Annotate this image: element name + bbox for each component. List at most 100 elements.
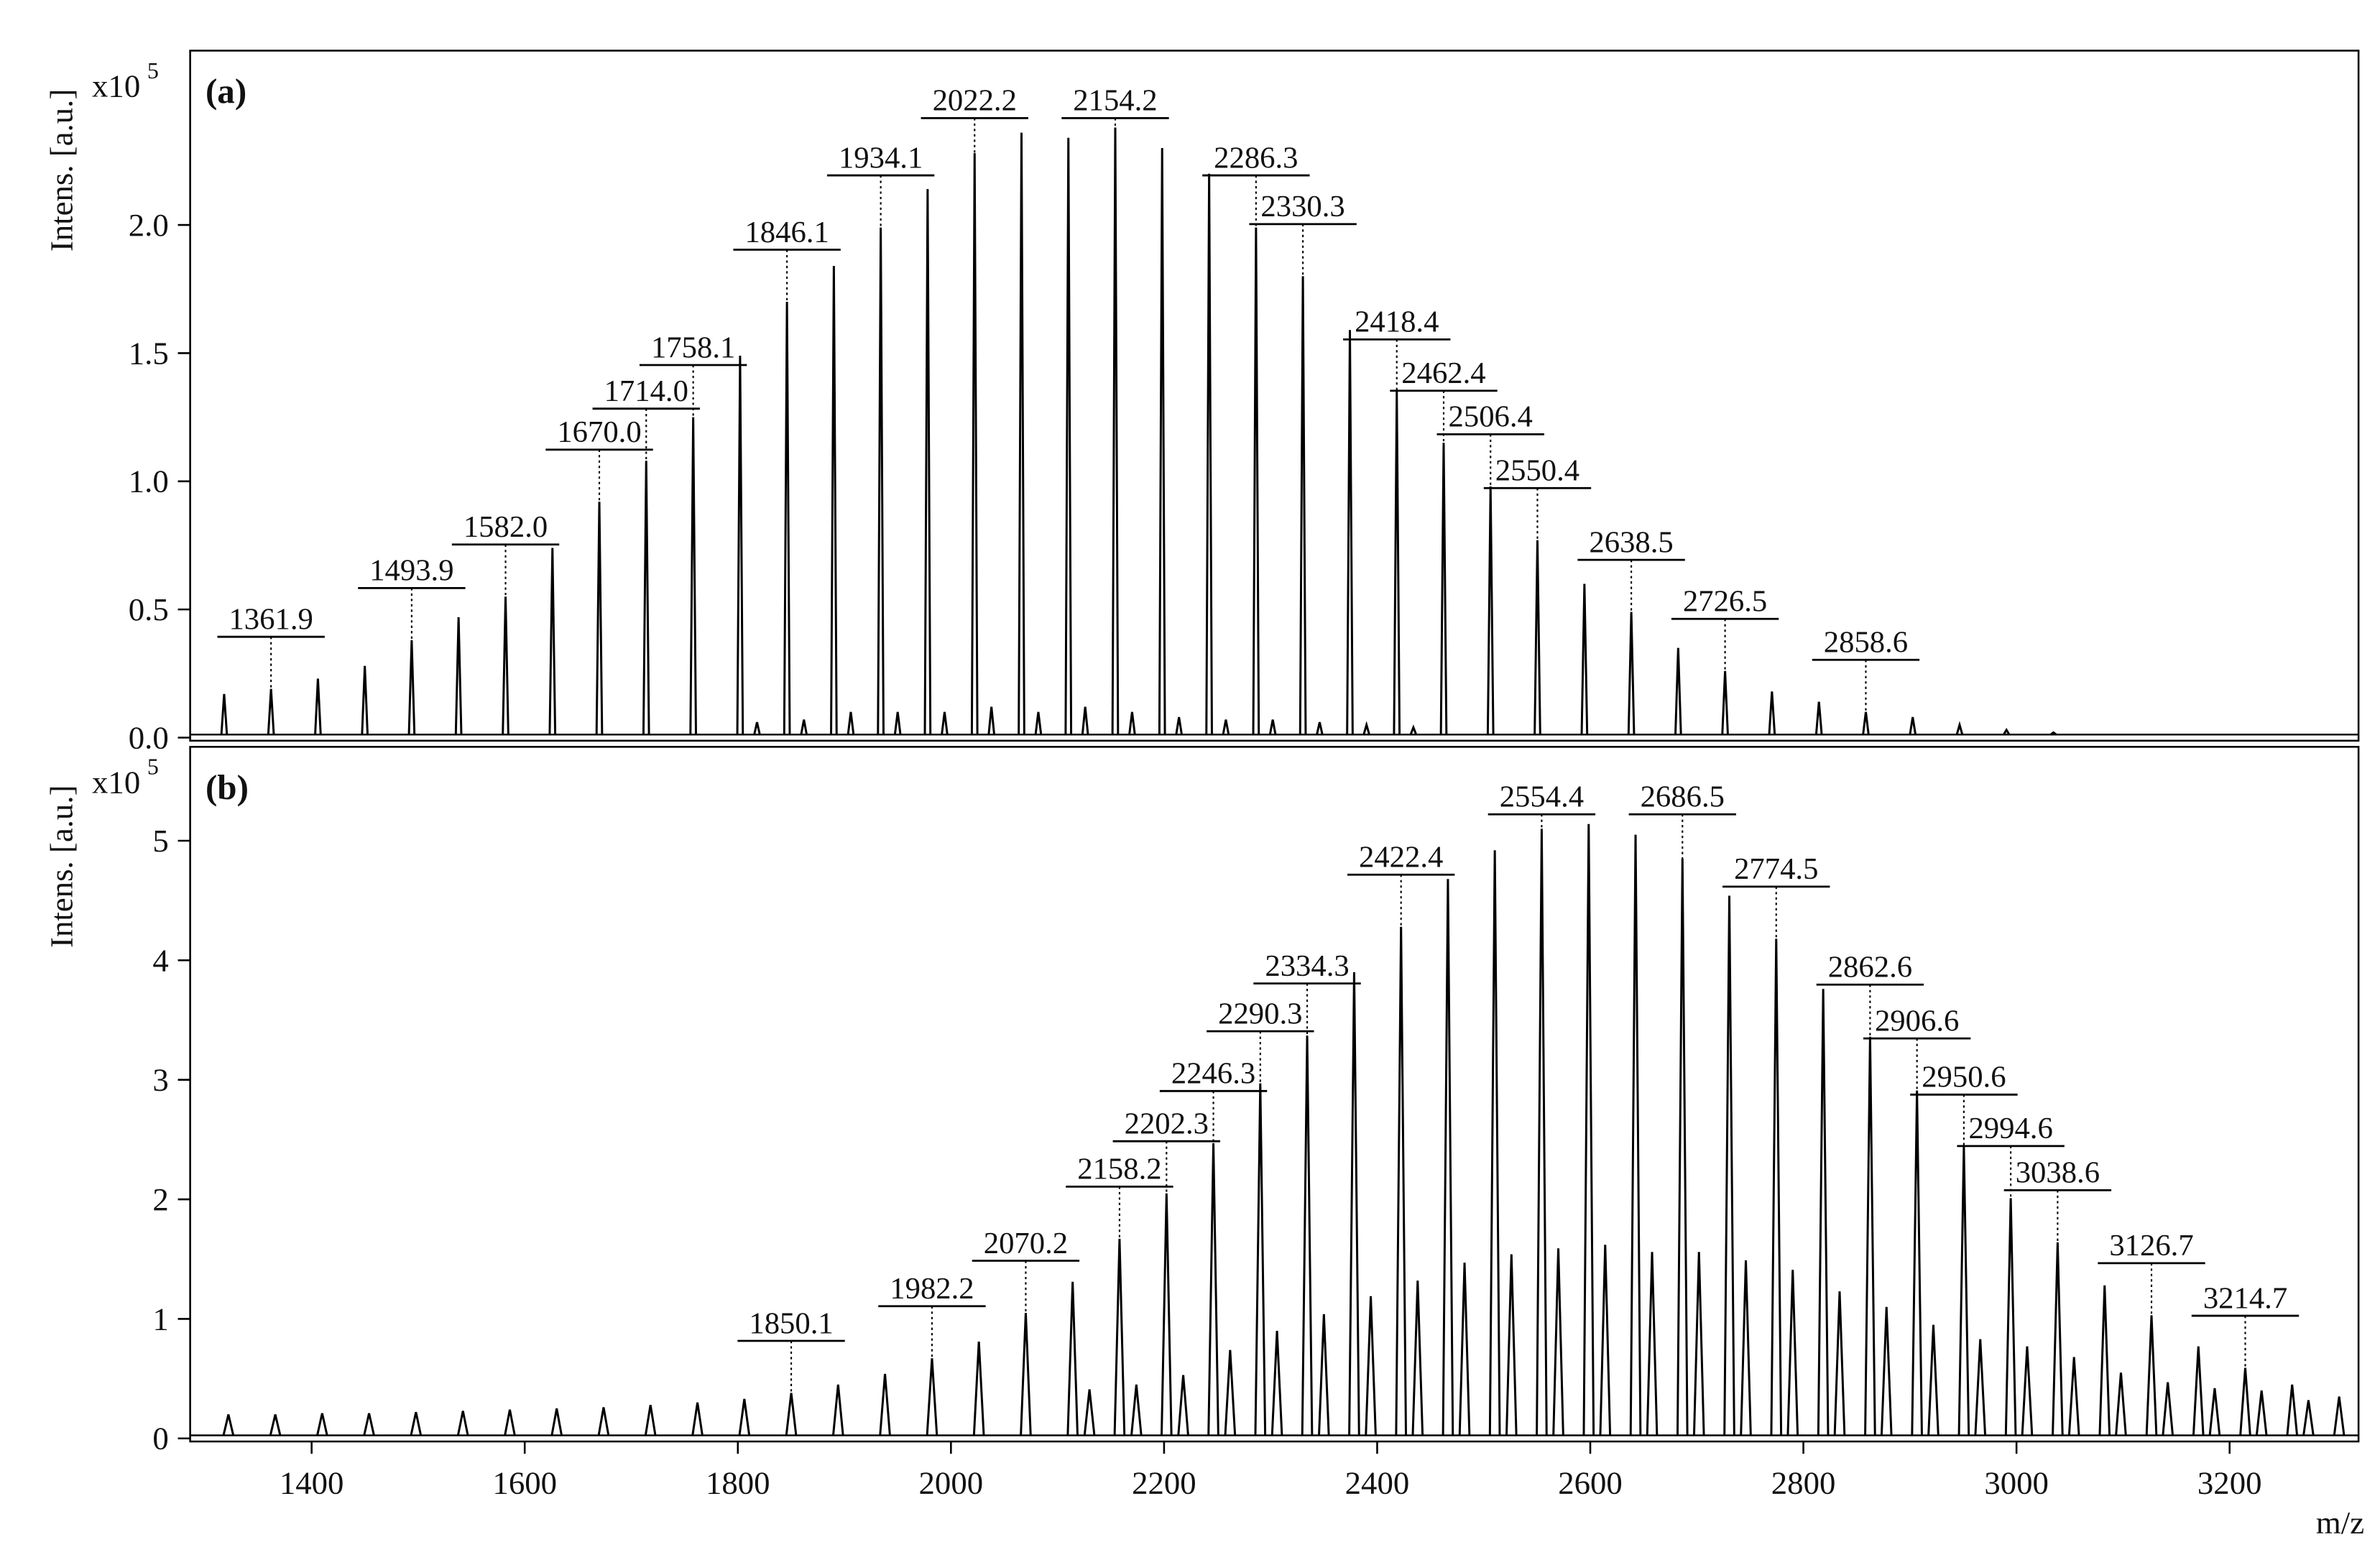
- y-tick-label: 3: [152, 1062, 168, 1098]
- annotation-label: 2994.6: [1968, 1112, 2052, 1145]
- peak: [2052, 1242, 2064, 1436]
- peak: [831, 1384, 844, 1436]
- peak: [1346, 330, 1354, 735]
- y-multiplier: x10: [92, 764, 140, 800]
- panel-label: (a): [206, 71, 246, 111]
- peak: [1786, 1270, 1799, 1436]
- peak: [1395, 926, 1408, 1436]
- peak: [941, 711, 949, 735]
- peak: [1927, 1324, 1939, 1436]
- peak: [1113, 1238, 1126, 1436]
- peak: [1158, 148, 1166, 735]
- peak: [1488, 850, 1501, 1436]
- annotation-label: 2726.5: [1683, 585, 1767, 619]
- annotation-label: 2906.6: [1875, 1004, 1959, 1038]
- x-tick-label: 1600: [492, 1465, 557, 1501]
- peak: [1175, 716, 1183, 735]
- peak: [2302, 1400, 2315, 1436]
- peak: [2192, 1346, 2205, 1436]
- peak: [1020, 1313, 1032, 1436]
- peak: [2145, 1315, 2158, 1436]
- peak: [269, 1414, 282, 1436]
- peak: [548, 548, 557, 735]
- peak: [2115, 1372, 2127, 1436]
- annotation-label: 1850.1: [749, 1306, 833, 1340]
- peak: [1301, 1035, 1314, 1436]
- peak: [1880, 1306, 1893, 1436]
- peak: [1974, 1339, 1987, 1436]
- peak: [1629, 834, 1642, 1436]
- peak: [595, 502, 604, 735]
- annotation-label: 3214.7: [2203, 1281, 2287, 1315]
- annotation-label: 2286.3: [1214, 141, 1298, 175]
- peak: [363, 1413, 375, 1436]
- annotation-label: 3038.6: [2016, 1156, 2100, 1190]
- y-axis-label: Intens. [a.u.]: [43, 89, 79, 252]
- peak: [738, 1398, 751, 1436]
- peak: [267, 688, 275, 735]
- annotation-label: 2462.4: [1401, 356, 1485, 390]
- annotation-label: 1582.0: [463, 510, 548, 544]
- peak: [830, 266, 838, 735]
- peak: [926, 1358, 938, 1436]
- peak: [1083, 1389, 1096, 1436]
- peak: [1533, 540, 1541, 735]
- plot-frame: [189, 746, 2360, 1443]
- peak: [1505, 1254, 1518, 1436]
- peak: [1768, 691, 1776, 735]
- peak: [879, 1373, 891, 1436]
- annotation-label: 2290.3: [1218, 997, 1302, 1030]
- panel-label: (b): [206, 767, 249, 807]
- annotation-label: 1361.9: [229, 603, 313, 637]
- peak: [1862, 711, 1870, 735]
- x-tick-label: 3000: [1984, 1465, 2049, 1501]
- peak: [361, 665, 369, 735]
- peak: [1299, 276, 1307, 735]
- peak: [2021, 1346, 2034, 1436]
- peak: [2067, 1357, 2080, 1436]
- peak: [1442, 879, 1454, 1436]
- annotation-label: 2022.2: [933, 84, 1017, 118]
- peak: [877, 227, 885, 735]
- peak: [923, 189, 932, 735]
- annotation-label: 2246.3: [1171, 1057, 1255, 1091]
- peak: [1552, 1248, 1564, 1436]
- peak: [502, 596, 509, 735]
- y-tick-label: 0.0: [129, 719, 169, 755]
- y-exponent: 5: [147, 57, 159, 83]
- annotation-label: 2686.5: [1641, 780, 1725, 814]
- peak: [1160, 1193, 1173, 1436]
- peak: [753, 721, 761, 735]
- annotation-label: 2506.4: [1449, 400, 1533, 434]
- peak: [1740, 1260, 1752, 1436]
- peak: [550, 1408, 563, 1436]
- annotation-label: 2158.2: [1077, 1153, 1161, 1186]
- annotation-label: 2422.4: [1359, 841, 1443, 875]
- annotation-label: 2070.2: [984, 1227, 1068, 1260]
- x-tick-label: 1400: [280, 1465, 344, 1501]
- peak: [1580, 583, 1589, 735]
- x-tick-label: 2400: [1345, 1465, 1410, 1501]
- peak: [1130, 1384, 1143, 1436]
- y-tick-label: 2.0: [129, 207, 169, 243]
- peak: [1674, 647, 1682, 735]
- peak: [1458, 1263, 1471, 1436]
- annotation-label: 2858.6: [1824, 626, 1908, 660]
- peak: [691, 1402, 704, 1436]
- peak: [1018, 132, 1025, 735]
- peak: [2239, 1367, 2251, 1436]
- peak: [504, 1409, 516, 1436]
- peak: [1723, 895, 1735, 1436]
- peak: [2333, 1396, 2346, 1436]
- annotation-label: 1934.1: [839, 141, 923, 175]
- peak: [1627, 612, 1636, 735]
- annotation-label: 1846.1: [744, 216, 829, 249]
- x-tick-label: 1800: [706, 1465, 770, 1501]
- peak: [2208, 1388, 2221, 1436]
- peak: [1411, 1281, 1424, 1436]
- annotation-label: 2638.5: [1589, 525, 1673, 559]
- peak: [597, 1407, 610, 1436]
- peak: [893, 711, 902, 735]
- peak: [783, 302, 791, 735]
